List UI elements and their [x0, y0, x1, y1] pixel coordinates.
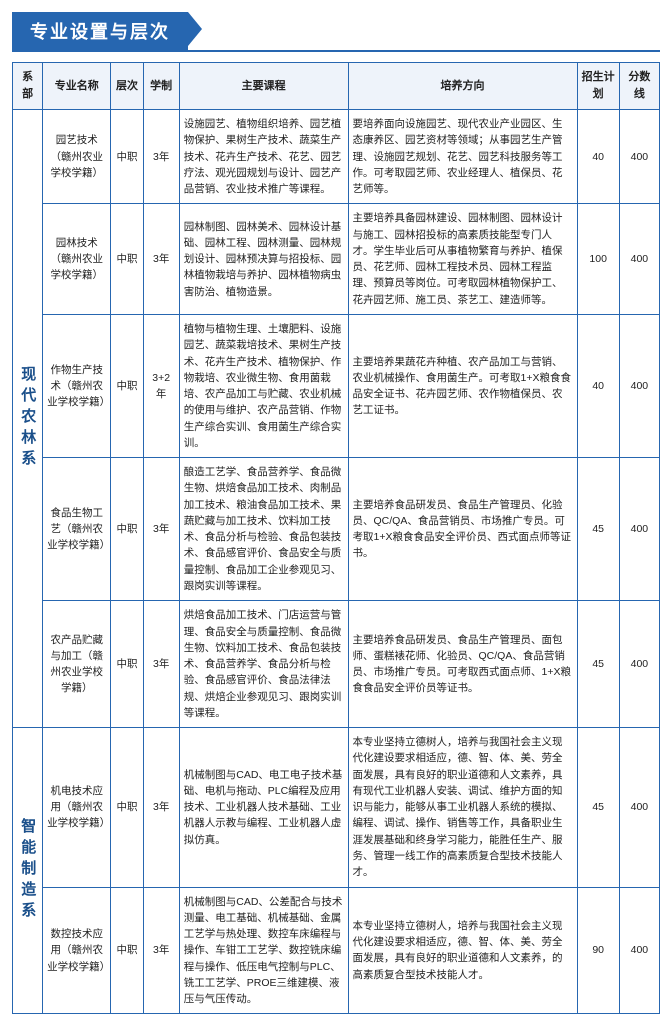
years-cell: 3年 — [143, 458, 179, 601]
major-cell: 数控技术应用（赣州农业学校学籍） — [43, 887, 111, 1014]
years-cell: 3年 — [143, 601, 179, 728]
major-cell: 农产品贮藏与加工（赣州农业学校学籍） — [43, 601, 111, 728]
major-cell: 机电技术应用（赣州农业学校学籍） — [43, 728, 111, 887]
years-cell: 3年 — [143, 728, 179, 887]
score-cell: 400 — [619, 601, 659, 728]
table-row: 现代农林系园艺技术（赣州农业学校学籍）中职3年设施园艺、植物组织培养、园艺植物保… — [13, 110, 660, 204]
major-cell: 园艺技术（赣州农业学校学籍） — [43, 110, 111, 204]
th-course: 主要课程 — [179, 63, 348, 110]
section-title-bar: 专业设置与层次 — [12, 12, 660, 52]
th-plan: 招生计划 — [577, 63, 619, 110]
plan-cell: 45 — [577, 728, 619, 887]
plan-cell: 40 — [577, 110, 619, 204]
table-row: 园林技术（赣州农业学校学籍）中职3年园林制图、园林美术、园林设计基础、园林工程、… — [13, 204, 660, 315]
th-dir: 培养方向 — [348, 63, 577, 110]
th-level: 层次 — [111, 63, 143, 110]
table-header-row: 系部 专业名称 层次 学制 主要课程 培养方向 招生计划 分数线 — [13, 63, 660, 110]
table-row: 作物生产技术（赣州农业学校学籍）中职3+2年植物与植物生理、土壤肥料、设施园艺、… — [13, 315, 660, 458]
table-row: 农产品贮藏与加工（赣州农业学校学籍）中职3年烘焙食品加工技术、门店运营与管理、食… — [13, 601, 660, 728]
major-cell: 食品生物工艺（赣州农业学校学籍） — [43, 458, 111, 601]
plan-cell: 90 — [577, 887, 619, 1014]
table-row: 数控技术应用（赣州农业学校学籍）中职3年机械制图与CAD、公差配合与技术测量、电… — [13, 887, 660, 1014]
courses-cell: 烘焙食品加工技术、门店运营与管理、食品安全与质量控制、食品微生物、饮料加工技术、… — [179, 601, 348, 728]
direction-cell: 要培养面向设施园艺、现代农业产业园区、生态康养区、园艺资材等领域；从事园艺生产管… — [348, 110, 577, 204]
years-cell: 3年 — [143, 887, 179, 1014]
level-cell: 中职 — [111, 728, 143, 887]
courses-cell: 机械制图与CAD、电工电子技术基础、电机与拖动、PLC编程及应用技术、工业机器人… — [179, 728, 348, 887]
majors-table: 系部 专业名称 层次 学制 主要课程 培养方向 招生计划 分数线 现代农林系园艺… — [12, 62, 660, 1014]
th-score: 分数线 — [619, 63, 659, 110]
plan-cell: 40 — [577, 315, 619, 458]
level-cell: 中职 — [111, 315, 143, 458]
years-cell: 3+2年 — [143, 315, 179, 458]
direction-cell: 主要培养具备园林建设、园林制图、园林设计与施工、园林招投标的高素质技能型专门人才… — [348, 204, 577, 315]
dept-cell: 现代农林系 — [13, 110, 43, 728]
table-row: 食品生物工艺（赣州农业学校学籍）中职3年酿造工艺学、食品营养学、食品微生物、烘焙… — [13, 458, 660, 601]
level-cell: 中职 — [111, 458, 143, 601]
level-cell: 中职 — [111, 110, 143, 204]
th-major: 专业名称 — [43, 63, 111, 110]
th-years: 学制 — [143, 63, 179, 110]
section-title: 专业设置与层次 — [12, 12, 188, 50]
plan-cell: 45 — [577, 601, 619, 728]
score-cell: 400 — [619, 458, 659, 601]
level-cell: 中职 — [111, 204, 143, 315]
direction-cell: 主要培养食品研发员、食品生产管理员、化验员、QC/QA、食品营销员、市场推广专员… — [348, 458, 577, 601]
courses-cell: 酿造工艺学、食品营养学、食品微生物、烘焙食品加工技术、肉制品加工技术、粮油食品加… — [179, 458, 348, 601]
plan-cell: 100 — [577, 204, 619, 315]
courses-cell: 设施园艺、植物组织培养、园艺植物保护、果树生产技术、蔬菜生产技术、花卉生产技术、… — [179, 110, 348, 204]
years-cell: 3年 — [143, 204, 179, 315]
years-cell: 3年 — [143, 110, 179, 204]
score-cell: 400 — [619, 315, 659, 458]
plan-cell: 45 — [577, 458, 619, 601]
major-cell: 园林技术（赣州农业学校学籍） — [43, 204, 111, 315]
courses-cell: 园林制图、园林美术、园林设计基础、园林工程、园林测量、园林规划设计、园林预决算与… — [179, 204, 348, 315]
major-cell: 作物生产技术（赣州农业学校学籍） — [43, 315, 111, 458]
th-dept: 系部 — [13, 63, 43, 110]
level-cell: 中职 — [111, 887, 143, 1014]
courses-cell: 机械制图与CAD、公差配合与技术测量、电工基础、机械基础、金属工艺学与热处理、数… — [179, 887, 348, 1014]
courses-cell: 植物与植物生理、土壤肥料、设施园艺、蔬菜栽培技术、果树生产技术、花卉生产技术、植… — [179, 315, 348, 458]
direction-cell: 本专业坚持立德树人，培养与我国社会主义现代化建设要求相适应，德、智、体、美、劳全… — [348, 728, 577, 887]
direction-cell: 本专业坚持立德树人，培养与我国社会主义现代化建设要求相适应，德、智、体、美、劳全… — [348, 887, 577, 1014]
table-row: 智能制造系机电技术应用（赣州农业学校学籍）中职3年机械制图与CAD、电工电子技术… — [13, 728, 660, 887]
level-cell: 中职 — [111, 601, 143, 728]
direction-cell: 主要培养食品研发员、食品生产管理员、面包师、蛋糕裱花师、化验员、QC/QA、食品… — [348, 601, 577, 728]
score-cell: 400 — [619, 728, 659, 887]
score-cell: 400 — [619, 110, 659, 204]
score-cell: 400 — [619, 204, 659, 315]
dept-cell: 智能制造系 — [13, 728, 43, 1014]
score-cell: 400 — [619, 887, 659, 1014]
direction-cell: 主要培养果蔬花卉种植、农产品加工与营销、农业机械操作、食用菌生产。可考取1+X粮… — [348, 315, 577, 458]
